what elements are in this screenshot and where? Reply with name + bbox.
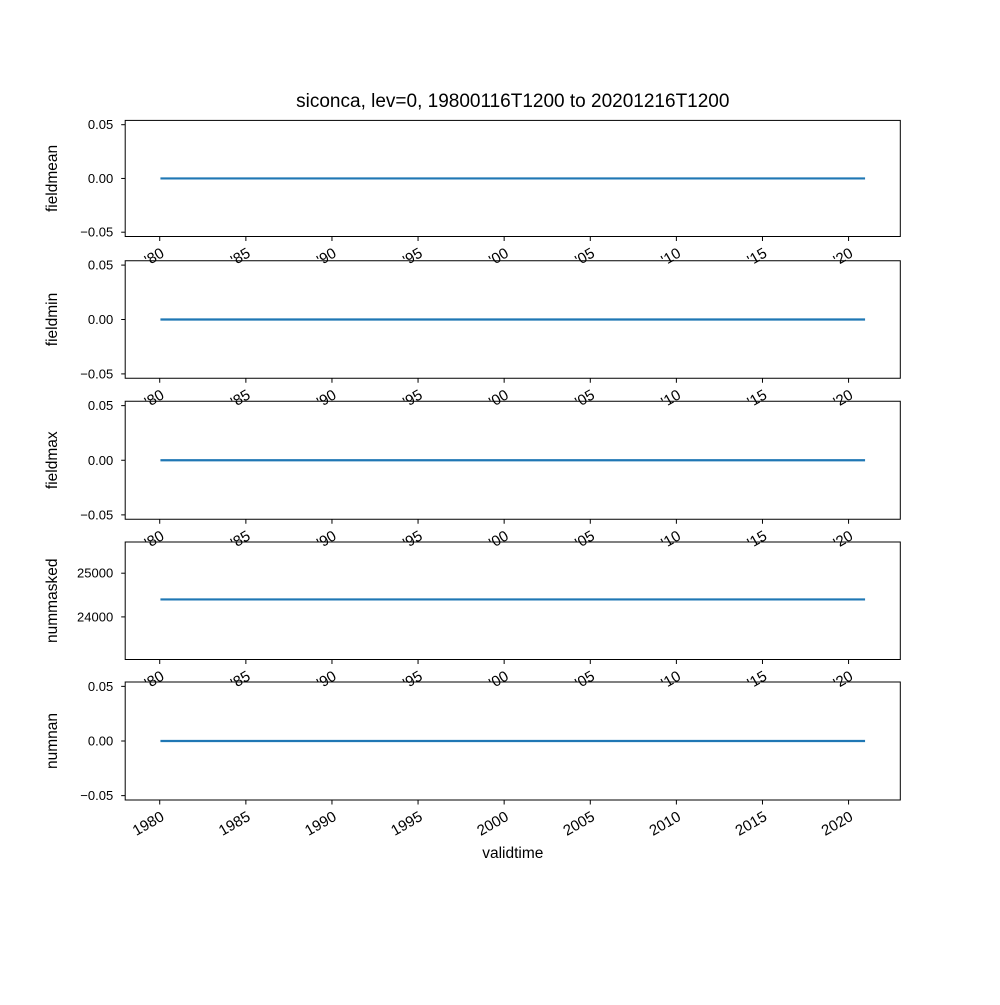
- svg-text:fieldmean: fieldmean: [44, 145, 61, 212]
- svg-text:0.05: 0.05: [88, 258, 113, 273]
- svg-text:nummasked: nummasked: [44, 559, 61, 643]
- svg-text:0.00: 0.00: [88, 171, 113, 186]
- svg-text:0.05: 0.05: [88, 398, 113, 413]
- svg-text:−0.05: −0.05: [80, 507, 113, 522]
- svg-text:validtime: validtime: [482, 845, 543, 862]
- svg-text:0.00: 0.00: [88, 312, 113, 327]
- svg-text:−0.05: −0.05: [80, 366, 113, 381]
- svg-text:−0.05: −0.05: [80, 788, 113, 803]
- svg-text:0.00: 0.00: [88, 734, 113, 749]
- svg-text:0.05: 0.05: [88, 679, 113, 694]
- svg-text:−0.05: −0.05: [80, 225, 113, 240]
- svg-text:fieldmin: fieldmin: [44, 293, 61, 346]
- svg-text:numnan: numnan: [44, 713, 61, 769]
- svg-text:fieldmax: fieldmax: [44, 431, 61, 489]
- svg-text:24000: 24000: [77, 609, 113, 624]
- svg-text:25000: 25000: [77, 566, 113, 581]
- svg-text:0.05: 0.05: [88, 117, 113, 132]
- svg-text:0.00: 0.00: [88, 453, 113, 468]
- svg-text:siconca, lev=0, 19800116T1200: siconca, lev=0, 19800116T1200 to 2020121…: [296, 91, 729, 112]
